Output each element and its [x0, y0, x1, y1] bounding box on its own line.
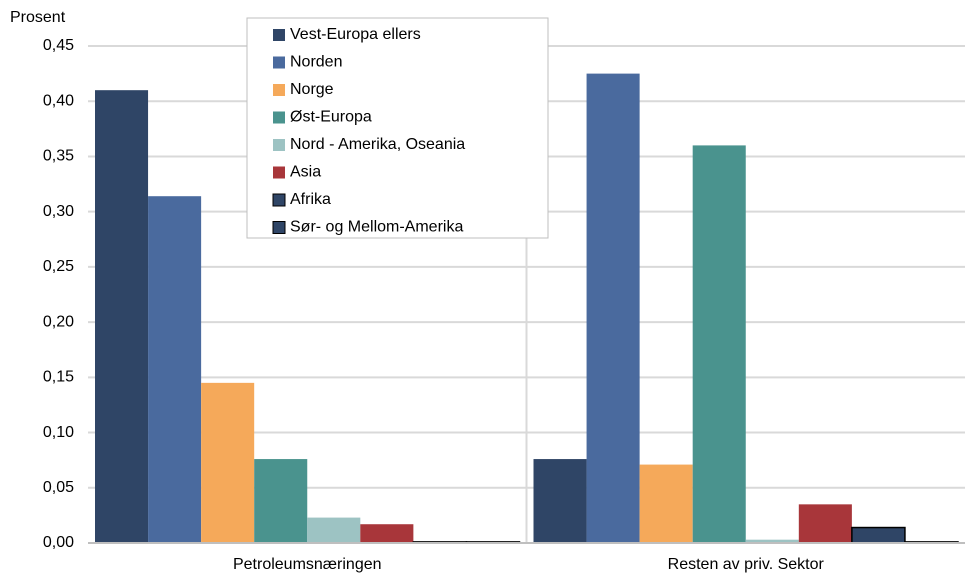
y-tick-label: 0,25	[43, 258, 74, 275]
y-tick-label: 0,20	[43, 313, 74, 330]
bar	[533, 459, 587, 543]
legend-swatch	[273, 111, 285, 124]
y-axis-label: Prosent	[10, 9, 66, 26]
bar	[307, 517, 361, 543]
legend-label: Asia	[290, 164, 321, 181]
bar	[745, 539, 799, 543]
bar	[586, 73, 640, 543]
y-tick-label: 0,15	[43, 369, 74, 386]
y-tick-label: 0,05	[43, 479, 74, 496]
bar	[639, 464, 693, 543]
bar	[201, 382, 255, 543]
legend-swatch	[273, 166, 285, 179]
legend-label: Sør- og Mellom-Amerika	[290, 219, 463, 236]
legend-label: Øst-Europa	[290, 109, 372, 126]
legend-swatch	[272, 193, 286, 207]
y-tick-label: 0,45	[43, 37, 74, 54]
legend-swatch	[273, 139, 285, 151]
legend-box	[246, 17, 549, 239]
x-tick-label: Petroleumsnæringen	[233, 556, 382, 573]
legend-label: Norge	[290, 81, 334, 98]
legend-label: Nord - Amerika, Oseania	[290, 136, 465, 153]
y-tick-label: 0,30	[43, 203, 74, 220]
y-tick-label: 0,10	[43, 424, 74, 441]
bar	[851, 526, 906, 544]
legend-swatch	[273, 84, 285, 96]
bar	[798, 504, 852, 543]
legend-swatch	[273, 56, 285, 69]
legend-swatch	[272, 221, 286, 234]
x-tick-label: Resten av priv. Sektor	[668, 556, 825, 573]
y-tick-label: 0,35	[43, 148, 74, 165]
legend-label: Afrika	[290, 191, 331, 208]
bar	[692, 145, 746, 543]
bar	[254, 459, 308, 543]
legend-label: Vest-Europa ellers	[290, 26, 421, 43]
legend-label: Norden	[290, 54, 342, 71]
legend-swatch	[273, 29, 285, 41]
bar	[148, 196, 202, 543]
bar	[360, 524, 414, 543]
y-tick-label: 0,40	[43, 92, 74, 109]
y-tick-label: 0,00	[43, 534, 74, 551]
bar	[95, 90, 149, 543]
